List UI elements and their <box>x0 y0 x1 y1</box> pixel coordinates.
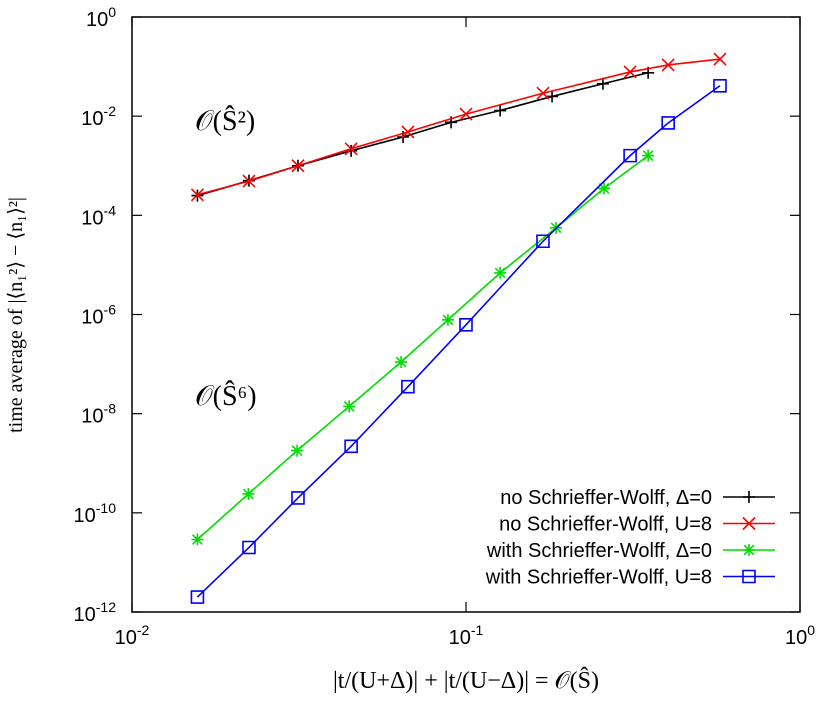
marker <box>596 77 609 90</box>
annotation: 𝒪(Ŝ²) <box>195 106 255 137</box>
marker <box>598 182 611 195</box>
tick-label-exponent: -2 <box>104 103 117 119</box>
marker <box>190 188 204 202</box>
marker <box>713 78 727 93</box>
tick-label-base: 10 <box>81 406 103 428</box>
series-line <box>197 58 721 196</box>
marker <box>623 65 637 79</box>
tick-label-exponent: 0 <box>108 4 116 20</box>
tick-label: 100 <box>86 4 116 31</box>
tick-label-base: 10 <box>81 207 103 229</box>
marker <box>713 52 727 66</box>
marker <box>242 174 256 188</box>
marker <box>459 317 473 332</box>
tick-label-base: 10 <box>81 108 103 130</box>
tick-label-exponent: -8 <box>104 401 117 417</box>
marker <box>291 444 304 457</box>
legend-label: no Schrieffer-Wolff, Δ=0 <box>500 487 712 509</box>
marker <box>343 400 356 413</box>
legend-label: with Schrieffer-Wolff, Δ=0 <box>486 540 712 562</box>
marker <box>459 107 473 121</box>
marker <box>743 544 755 556</box>
tick-label: 10-6 <box>81 302 116 329</box>
marker <box>401 379 415 394</box>
annotation: 𝒪(Ŝ⁶) <box>195 381 257 412</box>
series-line <box>196 85 721 598</box>
marker <box>742 516 756 531</box>
tick-label: 10-8 <box>81 401 116 428</box>
y-axis-label: time average of |⟨n₁²⟩ − ⟨n₁⟩²| <box>5 197 27 433</box>
tick-label-exponent: -12 <box>96 599 116 615</box>
marker <box>401 125 415 139</box>
legend-label: no Schrieffer-Wolff, U=8 <box>499 514 712 536</box>
tick-label: 10-10 <box>74 500 117 527</box>
tick-label-exponent: -2 <box>137 622 150 638</box>
marker <box>623 148 637 163</box>
tick-label-exponent: -10 <box>96 500 116 516</box>
marker <box>661 58 675 72</box>
tick-label-exponent: -1 <box>471 622 484 638</box>
marker <box>242 540 256 555</box>
series-line <box>197 72 649 197</box>
marker <box>743 491 755 503</box>
marker <box>536 234 550 249</box>
tick-label-base: 10 <box>449 627 471 649</box>
marker <box>395 356 408 369</box>
tick-label-base: 10 <box>74 604 96 626</box>
x-axis-label: |t/(U+Δ)| + |t/(U−Δ)| = 𝒪(Ŝ) <box>333 667 599 694</box>
tick-label-exponent: -4 <box>104 202 117 218</box>
marker <box>291 159 305 173</box>
marker <box>642 149 655 162</box>
marker <box>344 142 358 156</box>
tick-label: 10-4 <box>81 202 116 229</box>
tick-label-exponent: -6 <box>104 302 117 318</box>
series-line <box>196 154 649 541</box>
tick-label: 10-2 <box>115 622 150 649</box>
tick-label-base: 10 <box>74 505 96 527</box>
tick-label-exponent: 0 <box>807 622 815 638</box>
tick-label-base: 10 <box>785 627 807 649</box>
marker <box>494 266 507 279</box>
legend-label: with Schrieffer-Wolff, U=8 <box>485 567 712 589</box>
tick-label-base: 10 <box>81 307 103 329</box>
marker <box>191 533 204 546</box>
tick-label-base: 10 <box>86 9 108 31</box>
marker <box>536 86 550 100</box>
marker <box>190 590 205 604</box>
marker <box>494 104 507 117</box>
tick-label: 100 <box>785 622 815 649</box>
marker <box>742 569 756 584</box>
tick-label-base: 10 <box>115 627 137 649</box>
tick-label: 10-12 <box>74 599 117 626</box>
marker <box>344 439 358 454</box>
marker <box>242 487 255 500</box>
marker <box>441 313 454 326</box>
marker <box>661 116 675 130</box>
marker <box>291 491 305 505</box>
tick-label: 10-1 <box>449 622 484 649</box>
tick-label: 10-2 <box>81 103 116 130</box>
marker <box>546 90 559 103</box>
